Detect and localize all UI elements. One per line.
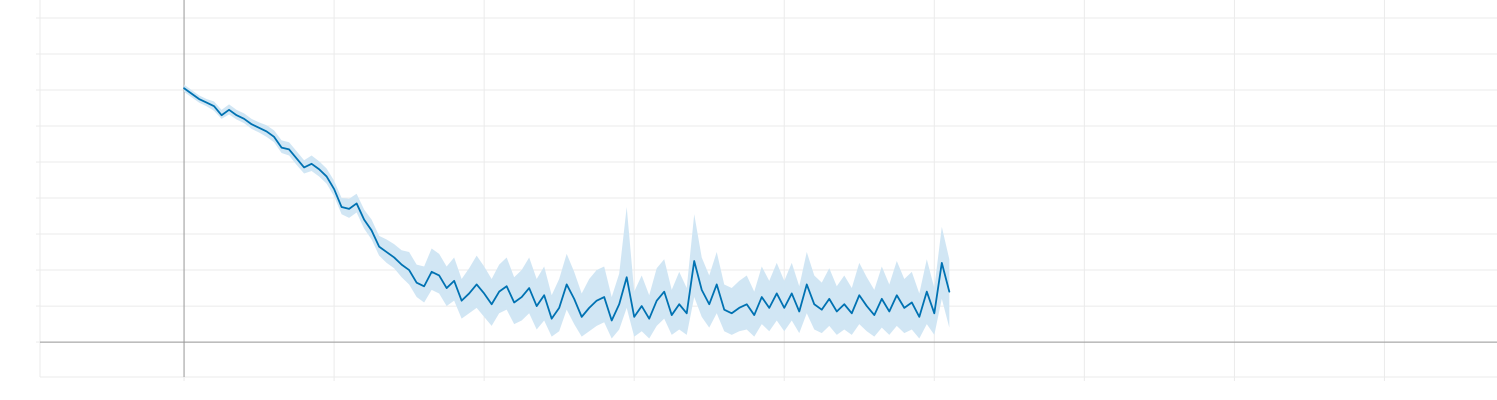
confidence-band-layer [184,84,950,339]
confidence-band-series-0 [184,84,950,339]
series-line-0 [183,87,951,322]
axis-layer [40,0,1497,377]
series-line-layer [183,87,951,322]
